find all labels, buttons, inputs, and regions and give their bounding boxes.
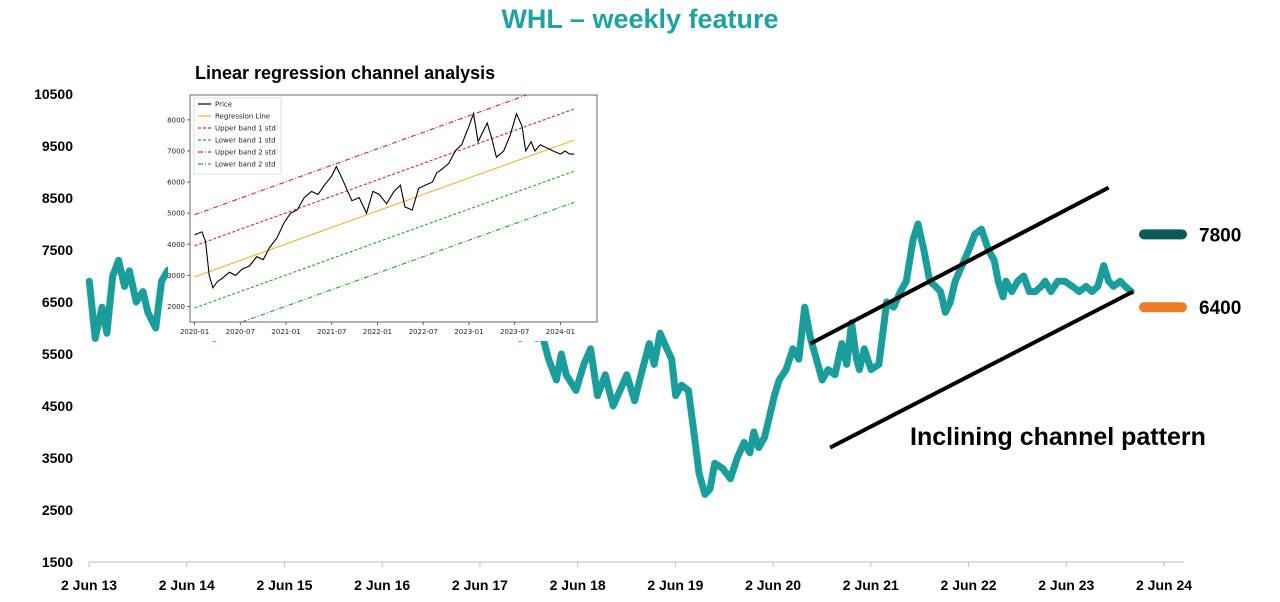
y-tick-labels: 10500 9500 8500 7500 6500 5500 4500 3500 2500 150… [34,86,73,570]
inset-chart: Linear regression channel analysis 8000 7… [167,63,600,341]
x-tick-label: 2 Jun 18 [550,577,606,593]
inset-y-tick-label: 8000 [167,116,185,124]
channel-upper-line [809,185,1110,346]
price-line [516,220,1135,498]
inset-x-tick-label: 2020-07 [226,328,255,336]
inset-y-tick-labels: 8000 7000 6000 5000 4000 3000 2000 [167,116,185,311]
y-tick-label: 9500 [42,138,73,154]
inset-series-line [194,139,575,278]
x-tick-label: 2 Jun 21 [843,577,899,593]
inset-x-tick-label: 2023-01 [454,328,483,336]
y-tick-label: 3500 [42,450,73,466]
y-tick-label: 6500 [42,294,73,310]
x-tick-label: 2 Jun 16 [354,577,410,593]
y-tick-label: 8500 [42,190,73,206]
x-tick-label: 2 Jun 14 [159,577,215,593]
inset-x-tick-label: 2021-07 [317,328,346,336]
inset-legend: Price Regression Line Upper band 1 std Lowe… [193,97,282,175]
y-tick-label: 2500 [42,502,73,518]
x-tick-label: 2 Jun 17 [452,577,508,593]
inset-y-tick-label: 6000 [167,179,185,187]
inset-y-tick-label: 7000 [167,147,185,155]
channel-annotation: Inclining channel pattern [910,423,1206,451]
y-tick-label: 1500 [42,554,73,570]
inset-legend-label: Price [215,101,232,109]
inset-series-line [240,201,575,322]
y-tick-label: 5500 [42,346,73,362]
inset-x-tick-labels: 2020-01 2020-07 2021-01 2021-07 2022-01 2022-… [180,328,575,336]
inset-x-tick-label: 2022-01 [363,328,392,336]
inset-legend-label: Lower band 2 std [215,161,276,169]
inset-legend-box [193,97,282,175]
chart-title: WHL – weekly feature [501,4,779,34]
inset-x-tick-label: 2023-07 [500,328,529,336]
x-tick-label: 2 Jun 19 [647,577,703,593]
x-tick-label: 2 Jun 22 [941,577,997,593]
inset-series-line [194,111,575,290]
channel-lines [809,185,1134,450]
inset-x-tick-label: 2024-01 [546,328,575,336]
inset-title: Linear regression channel analysis [195,63,495,83]
inset-axes [187,94,598,325]
y-tick-label: 10500 [34,86,73,102]
inset-y-tick-label: 3000 [167,272,185,280]
level-label: 6400 [1199,298,1241,319]
inset-y-tick-label: 4000 [167,241,185,249]
inset-legend-label: Regression Line [215,113,270,121]
channel-lower-line [829,289,1134,450]
x-tick-label: 2 Jun 24 [1136,577,1192,593]
y-tick-label: 7500 [42,242,73,258]
inset-x-tick-label: 2022-07 [409,328,438,336]
inset-legend-label: Lower band 1 std [215,137,276,145]
y-tick-label: 4500 [42,398,73,414]
main-axes [88,561,1184,567]
inset-series-line [194,95,529,216]
inset-x-tick-label: 2021-01 [271,328,300,336]
x-tick-labels: 2 Jun 13 2 Jun 14 2 Jun 15 2 Jun 16 2 Jun 17… [61,577,1192,593]
inset-legend-label: Upper band 1 std [215,125,276,133]
x-tick-label: 2 Jun 15 [256,577,312,593]
inset-series [194,95,575,322]
inset-y-tick-label: 2000 [167,303,185,311]
inset-series-line [194,170,575,309]
inset-frame [189,94,598,323]
inset-x-tick-label: 2020-01 [180,328,209,336]
x-tick-label: 2 Jun 23 [1038,577,1094,593]
x-tick-label: 2 Jun 13 [61,577,117,593]
inset-legend-label: Upper band 2 std [215,149,276,157]
x-tick-label: 2 Jun 20 [745,577,801,593]
price-levels: 7800 6400 [1139,225,1241,319]
inset-y-tick-label: 5000 [167,210,185,218]
level-label: 7800 [1199,225,1241,246]
